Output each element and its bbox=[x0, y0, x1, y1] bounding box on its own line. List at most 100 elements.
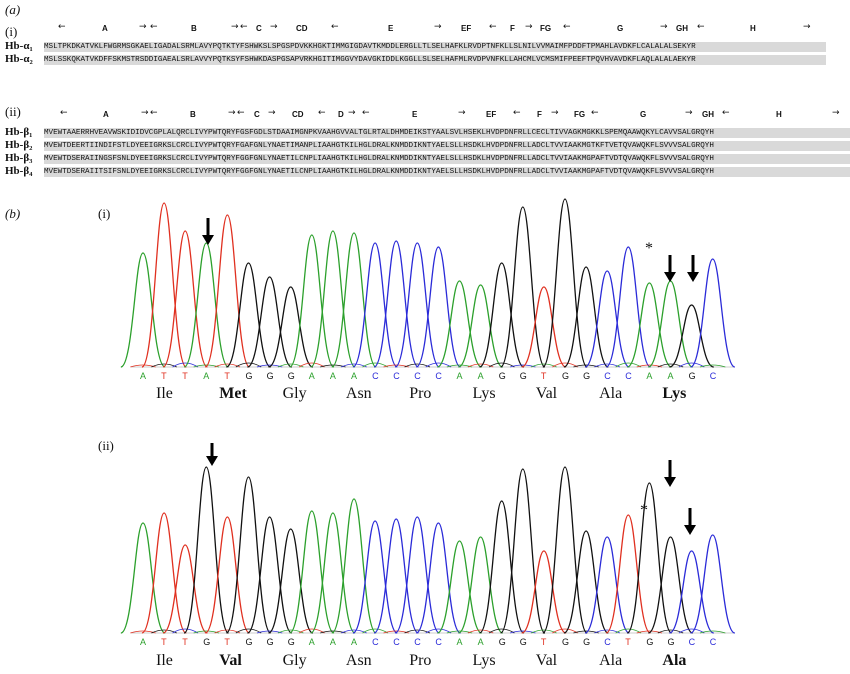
chromatogram-peak-C bbox=[584, 270, 630, 368]
base-call: T bbox=[540, 371, 547, 381]
chromatogram-noise bbox=[488, 628, 515, 634]
chromatogram-peak-T bbox=[204, 214, 251, 368]
helix-label-C-ii: C bbox=[254, 110, 260, 119]
base-call: G bbox=[646, 637, 654, 647]
chromatogram-peak-C bbox=[669, 550, 715, 634]
base-call: C bbox=[435, 371, 442, 381]
base-call: C bbox=[625, 371, 632, 381]
helix-arrow-left-icon: ← bbox=[722, 108, 730, 118]
amino-acid-label: Asn bbox=[345, 652, 372, 669]
helix-label-CD-i: CD bbox=[296, 24, 308, 33]
base-call: T bbox=[224, 637, 230, 647]
base-call: A bbox=[456, 637, 463, 647]
helix-label-C-i: C bbox=[256, 24, 262, 33]
mutation-arrow-icon bbox=[687, 255, 699, 282]
helix-label-A-ii: A bbox=[103, 110, 109, 119]
mutation-arrow-icon bbox=[206, 443, 218, 466]
chromatogram-noise bbox=[235, 362, 262, 368]
base-call: T bbox=[182, 371, 188, 381]
helix-arrow-right-icon: → bbox=[434, 22, 442, 32]
base-call: C bbox=[604, 371, 611, 381]
chromatogram-noise bbox=[298, 628, 325, 634]
amino-acid-label: Ala bbox=[599, 652, 623, 669]
base-call: A bbox=[646, 371, 653, 381]
chromatogram-peak-T bbox=[162, 230, 208, 368]
chromatogram-peak-G bbox=[626, 482, 673, 634]
base-call: G bbox=[667, 637, 675, 647]
helix-label-GH-ii: GH bbox=[702, 110, 714, 119]
panel-a-label: (a) bbox=[5, 2, 21, 17]
base-call: C bbox=[688, 637, 696, 647]
amino-acid-label: Val bbox=[535, 652, 558, 669]
chromatogram-noise bbox=[172, 628, 199, 634]
chromatogram-peak-C bbox=[690, 258, 736, 368]
amino-acid-label: Pro bbox=[409, 652, 432, 669]
base-call: G bbox=[519, 371, 527, 381]
base-call: A bbox=[456, 371, 463, 381]
amino-acid-label: Lys bbox=[662, 385, 687, 402]
helix-arrow-right-icon: → bbox=[458, 108, 466, 118]
base-call: C bbox=[604, 637, 611, 647]
helix-label-FG-i: FG bbox=[540, 24, 552, 33]
chromatogram-peak-G bbox=[247, 276, 293, 368]
chromatogram-peak-G bbox=[225, 262, 272, 368]
chromatogram-noise bbox=[235, 628, 262, 634]
amino-acid-label: Val bbox=[219, 652, 242, 669]
helix-arrow-left-icon: ← bbox=[237, 108, 245, 118]
base-call: G bbox=[245, 637, 253, 647]
base-call: A bbox=[351, 637, 358, 647]
base-call: T bbox=[161, 371, 167, 381]
chromatogram-peak-T bbox=[141, 512, 187, 634]
base-call: C bbox=[393, 371, 400, 381]
helix-arrow-right-icon: → bbox=[270, 22, 278, 32]
chromatogram-peak-A bbox=[289, 234, 335, 368]
base-call: G bbox=[287, 371, 295, 381]
chromatogram-peak-C bbox=[605, 246, 652, 368]
chromatogram-noise bbox=[699, 364, 726, 368]
part-ii-label: (ii) bbox=[5, 104, 21, 119]
base-call: A bbox=[140, 371, 147, 381]
base-call: A bbox=[203, 371, 210, 381]
mutation-arrow-icon bbox=[202, 218, 214, 245]
helix-arrow-left-icon: ← bbox=[60, 108, 68, 118]
helix-label-F-ii: F bbox=[537, 110, 542, 119]
helix-arrow-left-icon: ← bbox=[697, 22, 705, 32]
chromatogram-noise bbox=[172, 362, 199, 368]
chromatogram-peak-A bbox=[331, 232, 377, 368]
chromatogram-peak-A bbox=[458, 536, 504, 634]
base-call: A bbox=[140, 637, 147, 647]
mutation-arrow-icon bbox=[664, 255, 676, 282]
base-call: A bbox=[308, 637, 315, 647]
base-call: A bbox=[477, 371, 484, 381]
chromatogram-peak-C bbox=[373, 518, 419, 634]
helix-arrow-left-icon: ← bbox=[318, 108, 326, 118]
helix-label-G-ii: G bbox=[640, 110, 647, 119]
base-call: G bbox=[519, 637, 527, 647]
chromatogram-noise bbox=[678, 362, 705, 368]
helix-arrow-right-icon: → bbox=[685, 108, 693, 118]
base-call: T bbox=[224, 371, 230, 381]
base-call: G bbox=[287, 637, 295, 647]
helix-label-EF-i: EF bbox=[461, 24, 472, 33]
base-call: C bbox=[372, 371, 379, 381]
helix-arrow-right-icon: → bbox=[803, 22, 811, 32]
part-i-label: (i) bbox=[5, 24, 18, 39]
mutation-arrow-icon bbox=[684, 508, 696, 535]
base-call: T bbox=[540, 637, 547, 647]
chromatogram-peak-A bbox=[626, 282, 672, 368]
base-call: C bbox=[435, 637, 442, 647]
sequence-name-hb-b3: Hb-β₃ bbox=[5, 152, 33, 164]
helix-arrow-left-icon: ← bbox=[513, 108, 521, 118]
chromatogram-peak-G bbox=[542, 198, 588, 368]
base-call: G bbox=[266, 371, 274, 381]
helix-arrow-left-icon: ← bbox=[150, 108, 158, 118]
trace-ii-asterisk: * bbox=[640, 502, 648, 519]
helix-arrow-left-icon: ← bbox=[489, 22, 497, 32]
trace-ii-label: (ii) bbox=[98, 438, 114, 453]
helix-label-B-i: B bbox=[191, 24, 197, 33]
helix-label-D-ii: D bbox=[338, 110, 344, 119]
chromatogram-peak-T bbox=[141, 202, 187, 368]
mutation-arrow-icon bbox=[664, 460, 676, 487]
helix-label-B-ii: B bbox=[190, 110, 196, 119]
chromatogram-peak-G bbox=[246, 516, 293, 634]
